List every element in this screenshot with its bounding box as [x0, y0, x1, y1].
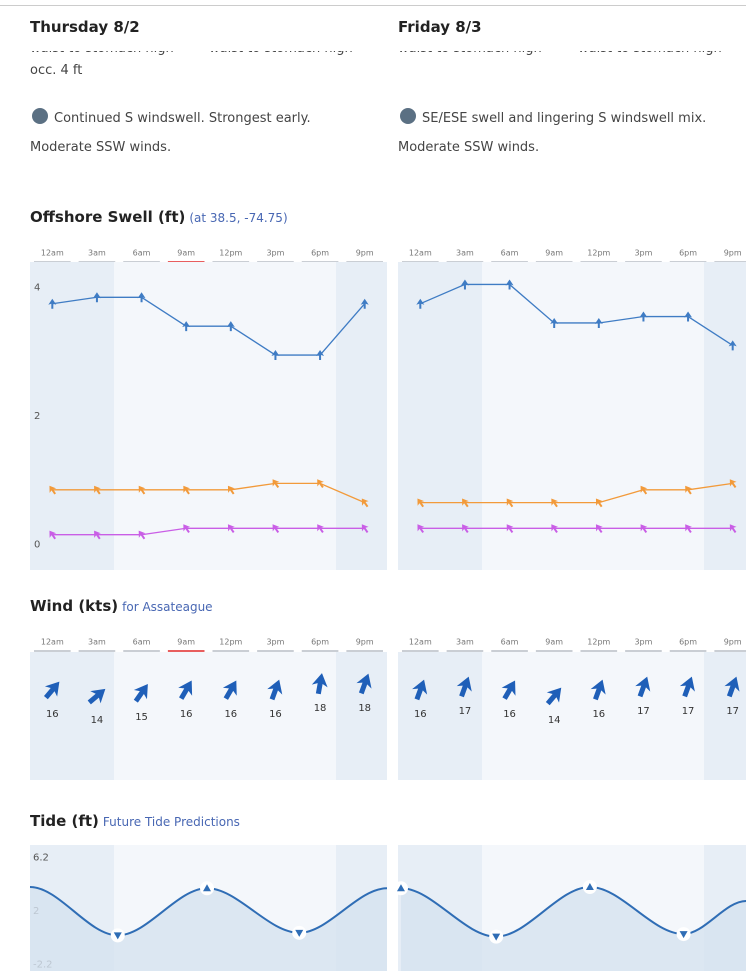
wind-speed: 14 — [548, 715, 561, 726]
hour-label: 6am — [133, 249, 151, 258]
y-tick-label: 4 — [34, 283, 40, 294]
section-title: Offshore Swell (ft) (at 38.5, -74.75) — [30, 208, 288, 226]
wind-speed: 18 — [358, 703, 371, 714]
hour-label: 12pm — [219, 638, 242, 647]
subtitle: for Assateague — [122, 600, 212, 614]
title-text: Tide (ft) — [30, 812, 99, 830]
title-text: Offshore Swell (ft) — [30, 208, 185, 226]
hour-label: 6am — [501, 638, 519, 647]
hour-label: 9am — [545, 638, 563, 647]
hour-label: 3pm — [266, 638, 284, 647]
hour-label: 3am — [456, 249, 474, 258]
wind-speed: 17 — [682, 706, 695, 717]
tide-marker — [677, 927, 691, 941]
y-tick-label: 0 — [34, 539, 40, 550]
wind-speed: 16 — [414, 709, 427, 720]
hour-label: 9pm — [356, 249, 374, 258]
wind-speed: 16 — [180, 709, 193, 720]
forecast-note: SE/ESE swell and lingering S windswell m… — [398, 104, 746, 162]
wind-speed: 18 — [314, 703, 327, 714]
night-shade — [398, 262, 482, 570]
wind-speed: 16 — [592, 709, 605, 720]
hour-label: 12pm — [587, 638, 610, 647]
subtitle: (at 38.5, -74.75) — [189, 211, 287, 225]
hour-label: 3am — [88, 249, 106, 258]
hour-label: 12pm — [219, 249, 242, 258]
y-tick-label: 2 — [34, 411, 40, 422]
tide-marker — [583, 880, 597, 894]
hour-label: 6pm — [311, 249, 329, 258]
hour-label: 3am — [456, 638, 474, 647]
hour-label: 3am — [88, 638, 106, 647]
wind-speed: 17 — [459, 706, 472, 717]
wind-speed: 16 — [269, 709, 282, 720]
page: 12am 12am 3am 3am 6am 6am 9am 9am 12pm 12pm 3pm 3pm… — [0, 0, 746, 971]
hour-label: 9pm — [724, 249, 742, 258]
tide-marker — [292, 926, 306, 940]
hour-label: 6pm — [679, 638, 697, 647]
night-shade — [30, 262, 114, 570]
night-shade — [704, 262, 746, 570]
hour-label: 9am — [177, 249, 195, 258]
hour-label: 9am — [545, 249, 563, 258]
hour-label: 3pm — [634, 638, 652, 647]
hour-label: 6pm — [679, 249, 697, 258]
hour-label: 6am — [133, 638, 151, 647]
hour-label: 3pm — [634, 249, 652, 258]
hour-label: 12am — [41, 638, 64, 647]
hour-label: 3pm — [266, 249, 284, 258]
forecast-note: Continued S windswell. Strongest early. … — [30, 104, 375, 162]
wind-speed: 16 — [46, 709, 59, 720]
wind-speed: 17 — [726, 706, 739, 717]
hour-label: 9pm — [356, 638, 374, 647]
hour-label: 6pm — [311, 638, 329, 647]
wind-speed: 17 — [637, 706, 650, 717]
tide-marker — [200, 881, 214, 895]
hour-label: 9pm — [724, 638, 742, 647]
title-text: Wind (kts) — [30, 597, 118, 615]
day-title: Friday 8/3 — [398, 18, 482, 36]
y-tick-label: 6.2 — [33, 853, 49, 864]
night-shade — [704, 652, 746, 780]
tide-marker — [111, 928, 125, 942]
hour-label: 12pm — [587, 249, 610, 258]
wind-speed: 16 — [503, 709, 516, 720]
subtitle: Future Tide Predictions — [103, 815, 240, 829]
night-shade — [336, 652, 387, 780]
wind-speed: 14 — [91, 715, 104, 726]
wind-speed: 16 — [224, 709, 237, 720]
wind-speed: 15 — [135, 712, 148, 723]
header: Thursday 8/2 Friday 8/3 — [0, 5, 746, 51]
hour-label: 12am — [409, 638, 432, 647]
hour-label: 6am — [501, 249, 519, 258]
hour-label: 12am — [41, 249, 64, 258]
tide-marker — [394, 881, 408, 895]
section-title: Tide (ft) Future Tide Predictions — [30, 812, 240, 830]
hour-label: 9am — [177, 638, 195, 647]
tide-marker — [489, 930, 503, 944]
section-title: Wind (kts) for Assateague — [30, 597, 213, 615]
hour-label: 12am — [409, 249, 432, 258]
day-title: Thursday 8/2 — [30, 18, 140, 36]
